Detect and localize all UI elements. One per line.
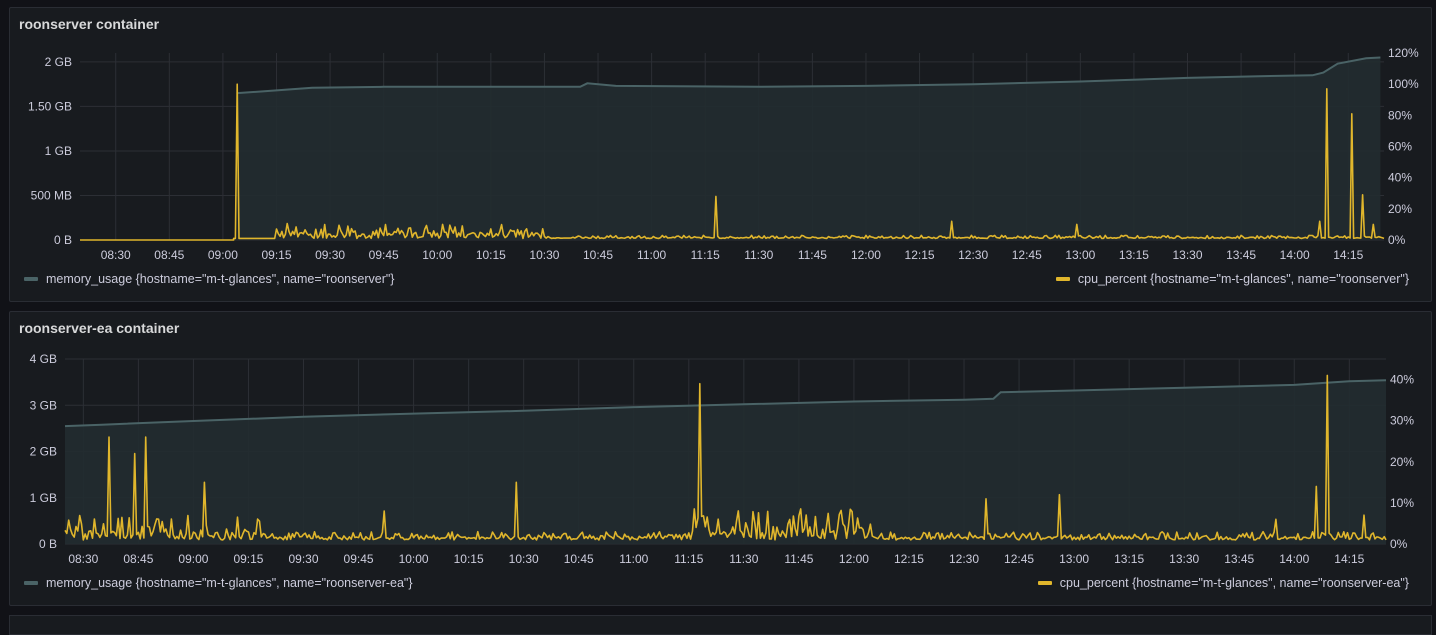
x-tick-label: 11:15 [691, 248, 720, 262]
memory-usage-line[interactable] [237, 56, 1381, 95]
legend-label: cpu_percent {hostname="m-t-glances", nam… [1077, 272, 1409, 286]
x-tick-label: 12:15 [905, 248, 935, 262]
y-right-tick-label: 30% [1390, 414, 1414, 428]
y-left-tick-label: 0 B [54, 233, 72, 247]
x-tick-label: 13:15 [1114, 552, 1144, 566]
x-tick-label: 11:15 [674, 552, 703, 566]
x-tick-label: 10:45 [564, 552, 594, 566]
x-tick-label: 10:15 [454, 552, 484, 566]
x-tick-label: 12:30 [958, 248, 988, 262]
x-tick-label: 09:30 [288, 552, 318, 566]
y-left-tick-label: 1 GB [30, 491, 57, 505]
panel-roonserver[interactable]: roonserver container 0 B 500 MB 1 GB 1.50 G… [9, 7, 1432, 302]
y-right-tick-label: 100% [1388, 77, 1419, 91]
panel-title[interactable]: roonserver container [19, 16, 160, 32]
x-tick-label: 08:45 [123, 552, 153, 566]
y-right-tick-label: 20% [1390, 455, 1414, 469]
x-tick-label: 10:30 [509, 552, 539, 566]
legend-cpu-percent[interactable]: cpu_percent {hostname="m-t-glances", nam… [1055, 272, 1409, 286]
x-tick-label: 09:45 [344, 552, 374, 566]
x-tick-label: 09:15 [261, 248, 291, 262]
y-left-tick-label: 2 GB [30, 445, 57, 459]
x-tick-label: 08:30 [101, 248, 131, 262]
legend-label: memory_usage {hostname="m-t-glances", na… [46, 272, 395, 286]
memory-usage-area [65, 380, 1386, 544]
y-right-tick-label: 10% [1390, 496, 1414, 510]
x-tick-label: 13:45 [1226, 248, 1256, 262]
x-tick-label: 11:45 [798, 248, 827, 262]
memory-usage-area [237, 57, 1381, 240]
x-tick-label: 13:15 [1119, 248, 1149, 262]
legend-swatch-cpu [1055, 277, 1070, 281]
legend-cpu-percent[interactable]: cpu_percent {hostname="m-t-glances", nam… [1037, 576, 1409, 590]
panel-title[interactable]: roonserver-ea container [19, 320, 180, 336]
y-right-tick-label: 40% [1388, 171, 1412, 185]
y-right-tick-label: 0% [1388, 233, 1406, 247]
x-tick-label: 09:15 [233, 552, 263, 566]
legend-memory-usage[interactable]: memory_usage {hostname="m-t-glances", na… [24, 272, 394, 286]
x-tick-label: 13:30 [1169, 552, 1199, 566]
panel-next-partial [9, 615, 1432, 635]
chart-roonserver-ea[interactable]: 0 B 1 GB 2 GB 3 GB 4 GB 0% 10% 20% 30% 40% 08:30 08… [10, 312, 1433, 607]
y-right-tick-label: 60% [1388, 140, 1412, 154]
x-tick-label: 10:15 [476, 248, 506, 262]
x-tick-label: 13:00 [1059, 552, 1089, 566]
x-tick-label: 10:00 [422, 248, 452, 262]
x-tick-label: 12:30 [949, 552, 979, 566]
x-tick-label: 12:00 [851, 248, 881, 262]
x-tick-label: 09:30 [315, 248, 345, 262]
x-tick-label: 11:30 [744, 248, 773, 262]
y-right-tick-label: 20% [1388, 202, 1412, 216]
x-tick-label: 14:00 [1279, 552, 1309, 566]
x-tick-label: 12:00 [839, 552, 869, 566]
y-left-tick-label: 2 GB [45, 55, 72, 69]
x-tick-label: 09:00 [178, 552, 208, 566]
panel-roonserver-ea[interactable]: roonserver-ea container 0 B 1 GB 2 GB 3 GB 4… [9, 311, 1432, 606]
y-right-tick-label: 80% [1388, 108, 1412, 122]
y-left-tick-label: 500 MB [31, 188, 72, 202]
x-tick-label: 14:15 [1333, 248, 1363, 262]
y-left-tick-label: 4 GB [30, 352, 57, 366]
x-tick-label: 13:00 [1065, 248, 1095, 262]
cpu-percent-line[interactable] [64, 374, 1387, 541]
x-tick-label: 13:30 [1172, 248, 1202, 262]
x-tick-label: 10:00 [399, 552, 429, 566]
y-right-tick-label: 0% [1390, 537, 1408, 551]
legend-label: cpu_percent {hostname="m-t-glances", nam… [1059, 576, 1409, 590]
y-left-tick-label: 1 GB [45, 144, 72, 158]
chart-roonserver[interactable]: 0 B 500 MB 1 GB 1.50 GB 2 GB 0% 20% 40% 60% 80% 10… [10, 8, 1433, 303]
x-tick-label: 11:30 [729, 552, 758, 566]
legend-swatch-memory [24, 581, 38, 585]
x-tick-label: 09:00 [208, 248, 238, 262]
legend-memory-usage[interactable]: memory_usage {hostname="m-t-glances", na… [24, 576, 413, 590]
x-tick-label: 08:45 [154, 248, 184, 262]
x-tick-label: 12:15 [894, 552, 924, 566]
cpu-percent-line[interactable] [80, 83, 1385, 241]
x-tick-label: 11:00 [619, 552, 648, 566]
x-tick-label: 09:45 [369, 248, 399, 262]
x-tick-label: 11:00 [637, 248, 666, 262]
x-tick-label: 10:45 [583, 248, 613, 262]
x-tick-label: 14:15 [1334, 552, 1364, 566]
x-tick-label: 11:45 [784, 552, 813, 566]
y-left-tick-label: 0 B [39, 537, 57, 551]
memory-usage-line[interactable] [64, 379, 1387, 428]
y-right-tick-label: 120% [1388, 46, 1419, 60]
y-left-tick-label: 3 GB [30, 398, 57, 412]
x-tick-label: 10:30 [529, 248, 559, 262]
y-right-tick-label: 40% [1390, 373, 1414, 387]
legend-swatch-cpu [1037, 581, 1052, 585]
x-tick-label: 12:45 [1012, 248, 1042, 262]
x-tick-label: 12:45 [1004, 552, 1034, 566]
legend-label: memory_usage {hostname="m-t-glances", na… [46, 576, 413, 590]
x-tick-label: 08:30 [68, 552, 98, 566]
x-tick-label: 13:45 [1224, 552, 1254, 566]
legend-swatch-memory [24, 277, 38, 281]
y-left-tick-label: 1.50 GB [28, 99, 72, 113]
x-tick-label: 14:00 [1280, 248, 1310, 262]
